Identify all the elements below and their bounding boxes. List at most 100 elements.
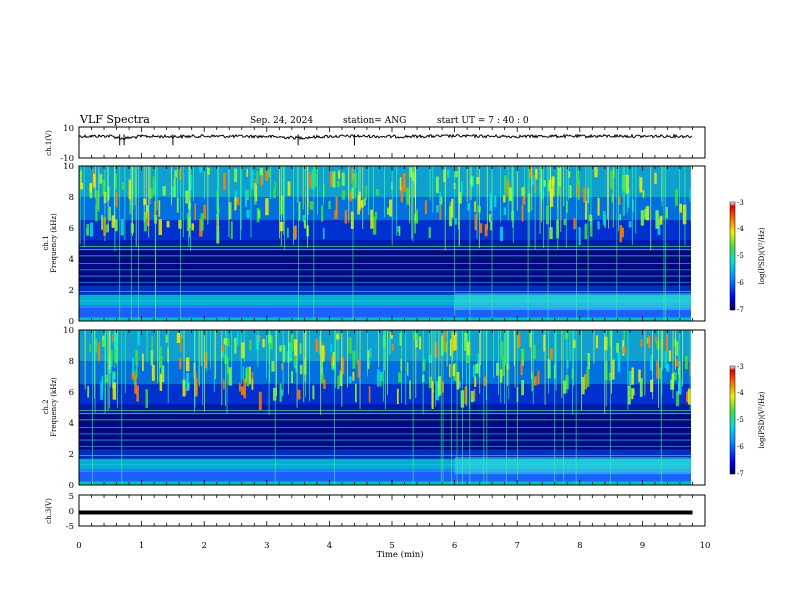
spectrogram-cell [436, 204, 439, 213]
spectrogram-cell [344, 210, 348, 224]
spectrogram-cell [610, 170, 613, 190]
ch2-cb-tick-m5: -5 [737, 416, 744, 424]
spectrogram-cell [243, 378, 246, 399]
x-tick-label: 6 [452, 541, 457, 551]
spectrogram-cell [104, 374, 109, 383]
spectrogram-cell [114, 219, 118, 232]
spectrogram-cell [657, 218, 661, 235]
spectrogram-cell [186, 372, 189, 392]
figure-station: station= ANG [343, 116, 406, 126]
spectrogram-cell [622, 346, 626, 354]
spectrogram-cell [111, 333, 114, 343]
spectrogram-cell [595, 335, 598, 349]
spectrogram-cell [675, 359, 679, 367]
spectrogram-cell [397, 225, 399, 233]
spectrogram-cell [490, 220, 493, 231]
spectrogram-cell [313, 166, 317, 178]
ch3-ytick-bottom: -5 [66, 522, 74, 532]
spectrogram-cell [557, 181, 561, 196]
spectrogram-cell [640, 338, 643, 347]
spectrogram-cell [102, 340, 106, 347]
spectrogram-cell [576, 184, 579, 197]
spectrogram-cell [200, 213, 204, 231]
spectrogram-cell [628, 370, 632, 386]
ch1-ylabel: ch.1(V) [45, 130, 53, 156]
spectrogram-cell [549, 188, 554, 207]
ch2-cb-tick-m3: -3 [737, 363, 744, 371]
spectrogram-cell [521, 349, 525, 360]
spectrogram-cell [236, 331, 239, 346]
spectrogram-cell [299, 343, 302, 354]
spectrogram-cell [95, 190, 99, 210]
spectrogram-cell [568, 171, 571, 178]
spectrogram-cell [439, 204, 442, 220]
spectrogram-cell [251, 169, 254, 190]
spectrogram-cell [195, 383, 198, 396]
spectrogram-cell [145, 389, 148, 408]
spectrogram-cell [146, 205, 149, 215]
spectrogram-cell [632, 388, 635, 396]
spectrogram-cell [435, 381, 439, 401]
spectrogram-cell [341, 190, 346, 200]
spectrogram-cell [547, 359, 551, 379]
spectrogram-cell [565, 200, 569, 213]
spectrogram-cell [454, 171, 458, 178]
spectrogram-cell [475, 363, 479, 374]
spectrogram-cell [242, 366, 245, 380]
spectrogram-cell [431, 390, 434, 410]
spectrogram-cell [121, 182, 124, 190]
spectrogram-cell [179, 334, 182, 353]
spectrogram-cell [597, 197, 600, 216]
spectrogram-cell [234, 197, 237, 211]
spectrogram-cell [666, 363, 670, 372]
spectrogram-cell [349, 191, 352, 202]
spectrogram-cell [112, 382, 117, 400]
spectrogram-cell [99, 174, 103, 184]
spectrogram-cell [398, 225, 401, 236]
spectrogram-cell [223, 173, 226, 190]
spectrogram-cell [134, 375, 137, 394]
spectrogram-cell [531, 372, 534, 392]
spectrogram-cell [111, 371, 115, 389]
spectrogram-cell [639, 378, 643, 397]
spectrogram-cell [631, 388, 634, 400]
spectrogram-cell [627, 187, 630, 208]
spectrogram-cell [334, 210, 338, 220]
spectrogram-cell [659, 215, 663, 225]
spectrogram-cell [329, 171, 333, 187]
spectrogram-cell [377, 369, 380, 387]
spectrogram-cell [489, 192, 492, 211]
spectrogram-cell [150, 350, 154, 366]
spectrogram-cell [251, 378, 254, 390]
spectrogram-cell [594, 167, 598, 178]
spectrogram-cell [617, 351, 621, 372]
spectrogram-cell [330, 355, 335, 366]
spectrogram-cell [337, 170, 341, 179]
spectrogram-cell [258, 391, 262, 410]
spectrogram-cell [286, 350, 289, 363]
spectrogram-cell [293, 354, 298, 369]
ch2-spectrogram-panel: 0 2 4 6 8 10 ch.2Frequency (kHz) -3 -4 -… [42, 326, 766, 491]
spectrogram-cell [563, 218, 567, 226]
spectrogram-cell [503, 207, 507, 215]
spectrogram-cell [86, 223, 90, 236]
spectrogram-cell [249, 339, 252, 351]
spectrogram-cell [589, 217, 593, 237]
spectrogram-cell [260, 169, 263, 187]
spectrogram-cell [288, 344, 291, 363]
spectrogram-cell [102, 179, 106, 196]
spectrogram-band [79, 197, 693, 221]
ch2-cb-label: log(PSD)(V²/Hz) [758, 391, 766, 448]
spectrogram-cell [337, 375, 340, 390]
spectrogram-cell [453, 332, 457, 351]
spectrogram-cell [466, 341, 471, 356]
spectrogram-cell [521, 205, 524, 222]
spectrogram-cell [647, 335, 651, 349]
spectrogram-cell [142, 353, 144, 372]
spectrogram-cell [443, 169, 447, 183]
spectrogram-cell [583, 187, 587, 203]
spectrogram-cell [675, 390, 680, 407]
spectrogram-cell [673, 371, 677, 381]
ch1-cb-tick-m3: -3 [737, 199, 744, 207]
x-tick-label: 10 [700, 541, 711, 551]
